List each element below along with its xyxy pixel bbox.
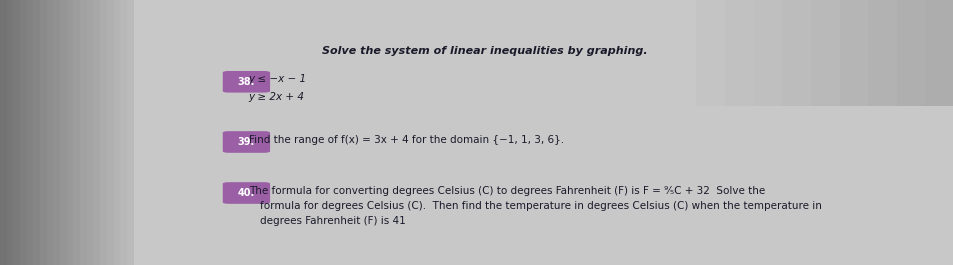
Text: 40.: 40. (237, 188, 254, 198)
Bar (696, 0, 724, 106)
Bar (53, 0, 60, 265)
Bar (33, 0, 40, 265)
Bar (80, 0, 87, 265)
Text: degrees Fahrenheit (F) is 41: degrees Fahrenheit (F) is 41 (259, 216, 405, 226)
FancyBboxPatch shape (222, 182, 270, 204)
Bar (67, 0, 73, 265)
Bar (40, 0, 47, 265)
Bar (13, 0, 20, 265)
Text: 39.: 39. (237, 137, 254, 147)
Bar (127, 0, 133, 265)
Bar (896, 0, 924, 106)
Bar (87, 0, 93, 265)
Bar (73, 0, 80, 265)
Bar (100, 0, 107, 265)
Bar (667, 0, 696, 106)
Bar (20, 0, 27, 265)
Bar (7, 0, 13, 265)
Bar (93, 0, 100, 265)
Bar (47, 0, 53, 265)
Bar (27, 0, 33, 265)
Text: y ≤ −x − 1: y ≤ −x − 1 (249, 74, 307, 84)
Bar (107, 0, 113, 265)
Bar (60, 0, 67, 265)
Bar (120, 0, 127, 265)
Bar (810, 0, 839, 106)
Bar (753, 0, 781, 106)
Bar (924, 0, 953, 106)
Bar (867, 0, 896, 106)
Text: 38.: 38. (237, 77, 254, 87)
FancyBboxPatch shape (222, 71, 270, 92)
Text: Solve the system of linear inequalities by graphing.: Solve the system of linear inequalities … (322, 46, 647, 56)
Text: Find the range of f(x) = 3x + 4 for the domain {−1, 1, 3, 6}.: Find the range of f(x) = 3x + 4 for the … (249, 135, 563, 145)
Text: formula for degrees Celsius (C).  Then find the temperature in degrees Celsius (: formula for degrees Celsius (C). Then fi… (259, 201, 821, 211)
Text: y ≥ 2x + 4: y ≥ 2x + 4 (249, 92, 304, 102)
Bar (113, 0, 120, 265)
Bar (781, 0, 810, 106)
Bar (0, 0, 7, 265)
FancyBboxPatch shape (222, 131, 270, 153)
Bar (724, 0, 753, 106)
Text: The formula for converting degrees Celsius (C) to degrees Fahrenheit (F) is F = : The formula for converting degrees Celsi… (249, 186, 764, 196)
Bar (839, 0, 867, 106)
